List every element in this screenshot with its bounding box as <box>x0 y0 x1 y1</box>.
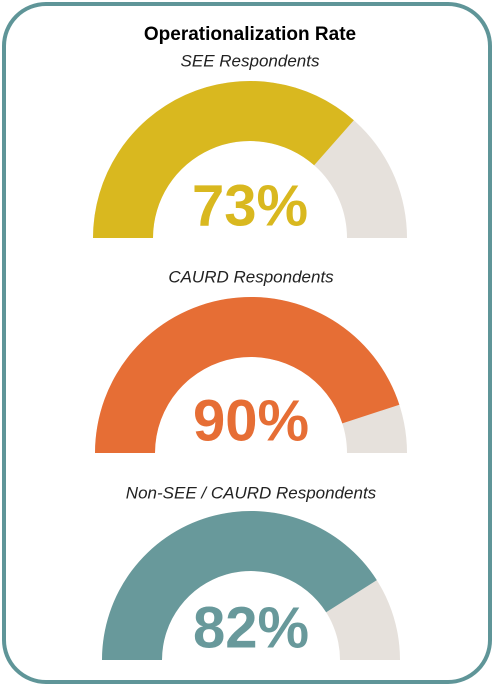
gauge-value <box>95 296 400 453</box>
gauge-subtitle: SEE Respondents <box>181 51 320 70</box>
gauge-value-label: 73% <box>192 173 308 238</box>
gauge-subtitle: Non-SEE / CAURD Respondents <box>126 483 377 502</box>
gauge-value <box>93 81 354 238</box>
gauge-subtitle: CAURD Respondents <box>168 267 334 286</box>
gauge-value-label: 90% <box>193 388 309 453</box>
gauge-value-label: 82% <box>193 595 309 660</box>
gauge-value <box>102 510 377 660</box>
chart-title: Operationalization Rate <box>144 24 356 45</box>
